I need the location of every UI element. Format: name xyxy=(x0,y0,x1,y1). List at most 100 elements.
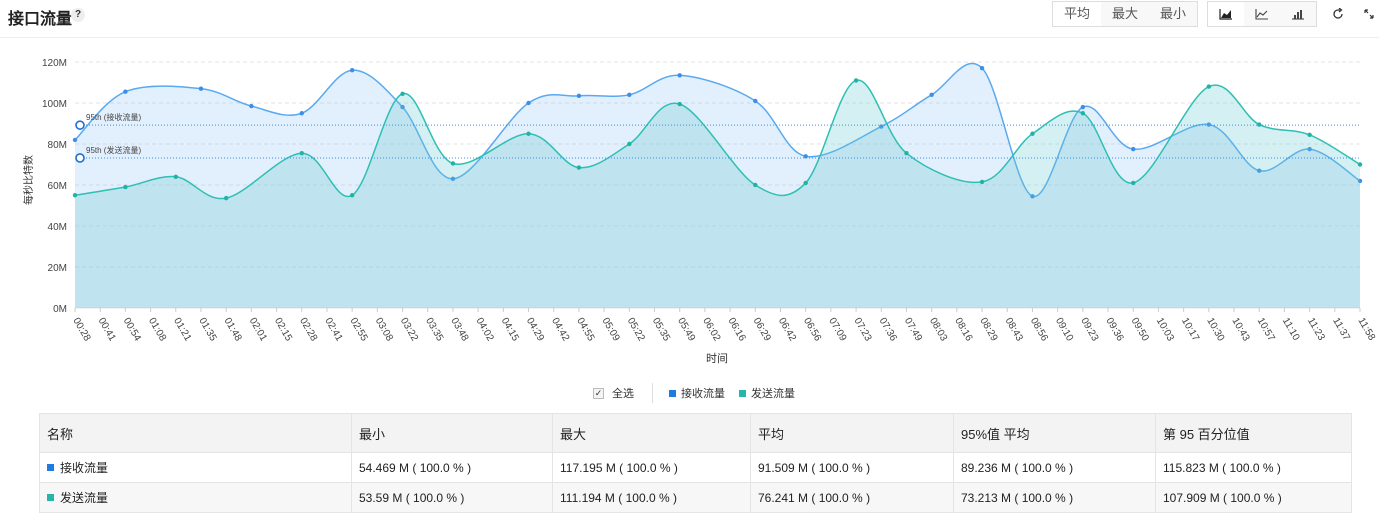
receive-data-point[interactable] xyxy=(677,73,682,78)
send-data-point[interactable] xyxy=(173,174,178,179)
send-data-point[interactable] xyxy=(1206,84,1212,89)
x-tick-label: 04:42 xyxy=(549,316,571,344)
receive-data-point[interactable] xyxy=(123,89,128,94)
receive-data-point[interactable] xyxy=(72,137,78,143)
send-data-point[interactable] xyxy=(1257,122,1262,127)
send-data-point[interactable] xyxy=(299,151,304,156)
x-tick-label: 05:09 xyxy=(600,316,622,344)
send-data-point[interactable] xyxy=(904,151,909,156)
select-all-label[interactable]: 全选 xyxy=(612,388,634,400)
send-data-point[interactable] xyxy=(576,165,582,170)
receive-data-point[interactable] xyxy=(1257,168,1262,173)
markline-label: 95th (接收流量) xyxy=(86,112,141,122)
x-tick-label: 08:43 xyxy=(1003,316,1025,344)
receive-data-point[interactable] xyxy=(1357,178,1363,184)
area-chart-icon xyxy=(1219,9,1232,20)
table-row: 发送流量 53.59 M ( 100.0 % ) 111.194 M ( 100… xyxy=(39,482,1352,513)
x-tick-label: 03:22 xyxy=(398,316,420,344)
send-data-point[interactable] xyxy=(1030,131,1035,136)
receive-data-point[interactable] xyxy=(803,154,808,159)
receive-data-point[interactable] xyxy=(627,92,632,97)
legend-item-send[interactable]: 发送流量 xyxy=(739,385,795,401)
x-tick-label: 06:16 xyxy=(725,316,747,344)
send-data-point[interactable] xyxy=(979,179,985,185)
receive-data-point[interactable] xyxy=(1206,122,1212,127)
col-avg[interactable]: 平均 xyxy=(750,413,954,453)
line-chart-button[interactable] xyxy=(1244,2,1280,26)
send-data-point[interactable] xyxy=(400,91,405,96)
send-data-point[interactable] xyxy=(1131,180,1136,186)
receive-swatch xyxy=(47,464,54,471)
receive-data-point[interactable] xyxy=(576,93,582,99)
receive-data-point[interactable] xyxy=(450,176,456,182)
receive-data-point[interactable] xyxy=(929,92,934,97)
receive-data-point[interactable] xyxy=(753,98,758,104)
x-tick-label: 06:56 xyxy=(801,316,823,344)
row-max: 111.194 M ( 100.0 % ) xyxy=(552,482,751,513)
receive-data-point[interactable] xyxy=(249,103,254,109)
send-data-point[interactable] xyxy=(349,193,355,198)
send-data-point[interactable] xyxy=(853,78,859,83)
x-tick-label: 07:49 xyxy=(902,316,924,344)
receive-data-point[interactable] xyxy=(198,86,204,91)
send-data-point[interactable] xyxy=(1307,132,1312,137)
receive-data-point[interactable] xyxy=(979,65,985,71)
receive-data-point[interactable] xyxy=(1307,146,1312,152)
aggregation-toggle: 平均 最大 最小 xyxy=(1052,1,1198,27)
agg-min-button[interactable]: 最小 xyxy=(1160,6,1187,21)
col-min[interactable]: 最小 xyxy=(351,413,553,453)
receive-data-point[interactable] xyxy=(1080,104,1086,110)
markline-anchor-icon xyxy=(75,120,85,130)
x-tick-label: 02:15 xyxy=(272,316,294,344)
send-data-point[interactable] xyxy=(753,182,758,188)
send-data-point[interactable] xyxy=(72,193,78,198)
receive-data-point[interactable] xyxy=(400,104,405,110)
send-data-point[interactable] xyxy=(123,184,128,190)
x-tick-label: 10:03 xyxy=(1154,316,1176,344)
receive-data-point[interactable] xyxy=(1030,194,1035,199)
x-tick-label: 10:57 xyxy=(1255,316,1277,344)
x-tick-label: 04:29 xyxy=(524,316,546,344)
col-p95[interactable]: 第 95 百分位值 xyxy=(1155,413,1352,453)
send-data-point[interactable] xyxy=(803,180,808,186)
bar-chart-button[interactable] xyxy=(1280,2,1316,26)
send-swatch xyxy=(739,389,746,397)
select-all-checkbox[interactable]: ✓ xyxy=(593,387,604,399)
send-data-point[interactable] xyxy=(1080,111,1086,116)
send-data-point[interactable] xyxy=(627,141,632,147)
bar-chart-icon xyxy=(1292,10,1304,20)
receive-data-point[interactable] xyxy=(879,124,884,129)
x-tick-label: 07:23 xyxy=(851,316,873,344)
agg-max-button[interactable]: 最大 xyxy=(1112,6,1139,21)
send-data-point[interactable] xyxy=(526,131,531,136)
help-icon[interactable]: ? xyxy=(71,8,85,22)
col-name[interactable]: 名称 xyxy=(39,413,352,453)
x-tick-label: 06:02 xyxy=(700,316,722,344)
send-data-point[interactable] xyxy=(1357,162,1363,167)
y-tick-label: 20M xyxy=(48,263,67,274)
agg-avg-button[interactable]: 平均 xyxy=(1053,2,1101,26)
x-tick-label: 04:02 xyxy=(474,316,496,344)
send-data-point[interactable] xyxy=(223,195,229,201)
x-tick-label: 01:48 xyxy=(222,316,244,344)
receive-swatch xyxy=(669,389,676,397)
legend-item-receive[interactable]: 接收流量 xyxy=(669,385,725,401)
send-area xyxy=(75,80,1360,308)
send-data-point[interactable] xyxy=(677,101,682,107)
table-row: 接收流量 54.469 M ( 100.0 % ) 117.195 M ( 10… xyxy=(39,452,1352,483)
send-data-point[interactable] xyxy=(450,161,456,166)
x-tick-label: 08:16 xyxy=(952,316,974,344)
col-p95avg[interactable]: 95%值 平均 xyxy=(953,413,1156,453)
x-tick-label: 05:22 xyxy=(625,316,647,344)
area-chart-button[interactable] xyxy=(1208,2,1244,26)
refresh-button[interactable] xyxy=(1330,6,1346,22)
receive-data-point[interactable] xyxy=(349,68,355,73)
expand-button[interactable] xyxy=(1361,6,1377,22)
receive-data-point[interactable] xyxy=(1131,146,1136,152)
receive-data-point[interactable] xyxy=(299,111,304,116)
x-tick-label: 01:35 xyxy=(196,316,218,344)
col-max[interactable]: 最大 xyxy=(552,413,751,453)
receive-data-point[interactable] xyxy=(526,100,531,106)
expand-icon xyxy=(1364,9,1374,19)
